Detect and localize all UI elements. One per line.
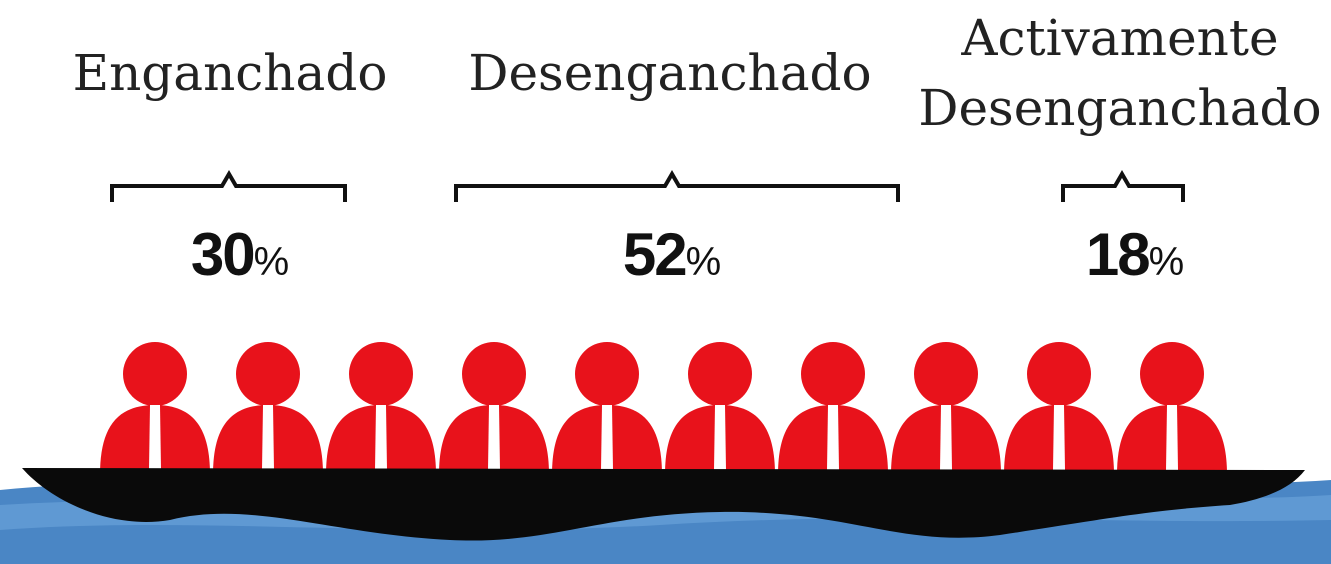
percent-unit: %: [686, 240, 722, 284]
head: [1027, 342, 1091, 406]
tie: [262, 405, 274, 470]
group-label: Activamente Desenganchado: [900, 3, 1331, 143]
head: [236, 342, 300, 406]
head: [462, 342, 526, 406]
percent-value: 30: [191, 221, 254, 288]
tie: [601, 405, 613, 470]
page: Enganchado Desenganchado Activamente Des…: [0, 0, 1331, 564]
tie: [1053, 405, 1065, 470]
tie: [940, 405, 952, 470]
tie: [149, 405, 161, 470]
percent-unit: %: [1149, 240, 1185, 284]
group-label: Desenganchado: [440, 38, 900, 108]
crew: [100, 342, 1227, 475]
bracket: [456, 174, 898, 202]
percent: 52%: [572, 220, 772, 289]
tie: [714, 405, 726, 470]
bracket: [1063, 174, 1183, 202]
head: [688, 342, 752, 406]
group-label: Enganchado: [40, 38, 420, 108]
head: [575, 342, 639, 406]
head: [349, 342, 413, 406]
brackets: [112, 174, 1183, 202]
head: [801, 342, 865, 406]
head: [914, 342, 978, 406]
percent: 18%: [1035, 220, 1235, 289]
percent: 30%: [140, 220, 340, 289]
percent-value: 52: [623, 221, 686, 288]
percent-value: 18: [1086, 221, 1149, 288]
tie: [1166, 405, 1178, 470]
tie: [488, 405, 500, 470]
tie: [827, 405, 839, 470]
head: [1140, 342, 1204, 406]
percent-unit: %: [254, 240, 290, 284]
bracket: [112, 174, 345, 202]
tie: [375, 405, 387, 470]
head: [123, 342, 187, 406]
